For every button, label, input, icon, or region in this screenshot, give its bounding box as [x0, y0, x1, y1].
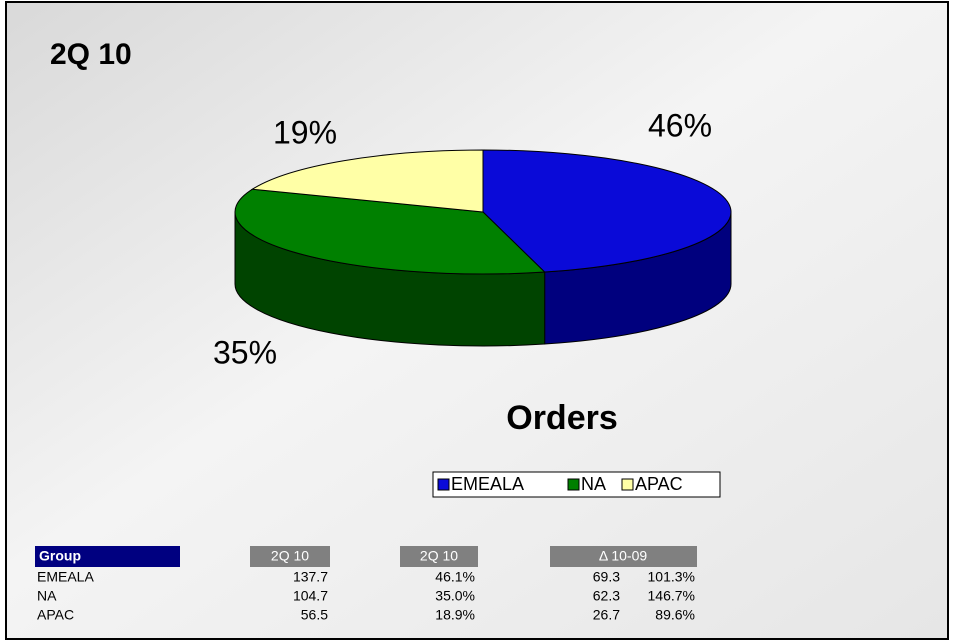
table-cell: 137.7	[293, 569, 328, 585]
legend-swatch	[567, 478, 580, 491]
legend-label: APAC	[635, 474, 683, 494]
legend-label: EMEALA	[451, 474, 524, 494]
table-cell: 101.3%	[648, 569, 695, 585]
table-cell: 69.3	[593, 569, 620, 585]
data-label: 46%	[648, 107, 712, 143]
header-label: 2Q 10	[271, 548, 309, 564]
header-cell	[35, 546, 180, 567]
header-cell	[400, 546, 478, 567]
pie-slice	[482, 149, 732, 273]
header-label: Δ 10-09	[599, 548, 647, 564]
table-cell: 104.7	[293, 588, 328, 604]
table-cell: 56.5	[301, 607, 328, 623]
header-label: Group	[39, 548, 81, 564]
pie-slice	[234, 188, 546, 275]
table-cell: 146.7%	[648, 588, 695, 604]
legend-swatch	[621, 478, 634, 491]
table-cell: 18.9%	[435, 607, 475, 623]
table-cell: 35.0%	[435, 588, 475, 604]
data-label: 19%	[273, 114, 337, 150]
header-cell	[250, 546, 330, 567]
table-cell: APAC	[37, 607, 74, 623]
chart-title: Orders	[506, 399, 618, 437]
pie: 46% 35% 19%	[213, 107, 732, 370]
header-cell	[550, 546, 697, 567]
table-cell: 46.1%	[435, 569, 475, 585]
table-cell: NA	[37, 588, 57, 604]
pie-slice	[250, 149, 484, 213]
legend-label: NA	[581, 474, 606, 494]
header-label: 2Q 10	[420, 548, 458, 564]
table-cell: 89.6%	[655, 607, 695, 623]
heading: 2Q 10	[50, 38, 132, 71]
table-cell: EMEALA	[37, 569, 94, 585]
data-label: 35%	[213, 334, 277, 370]
table-cell: 62.3	[593, 588, 620, 604]
table: Group 2Q 10 2Q 10 Δ 10-09 EMEALA 137.7 46.1% 69…	[35, 546, 697, 623]
table-cell: 26.7	[593, 607, 620, 623]
legend: EMEALA NA APAC	[437, 474, 683, 494]
legend-swatch	[437, 478, 450, 491]
